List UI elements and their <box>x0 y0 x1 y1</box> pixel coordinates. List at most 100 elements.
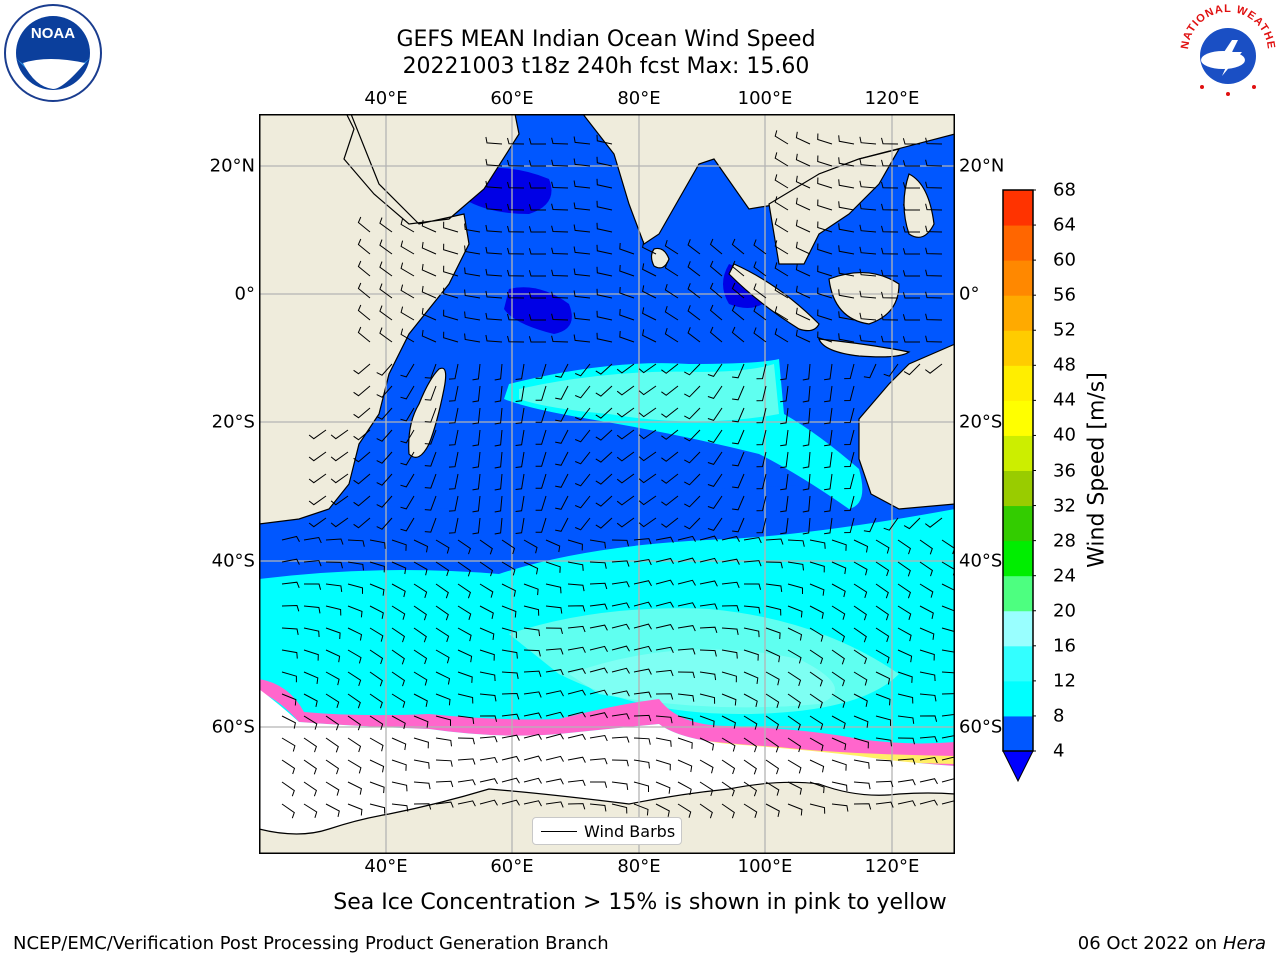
wind-barb <box>831 583 846 598</box>
wind-barb <box>595 451 613 463</box>
wind-barb <box>831 605 846 620</box>
wind-barb <box>376 495 393 508</box>
colorbar-tick-label: 12 <box>1053 670 1076 692</box>
wind-barb <box>535 451 547 467</box>
wind-barb <box>638 407 657 418</box>
colorbar-segment <box>1003 505 1033 542</box>
wind-barb <box>325 693 340 708</box>
wind-barb <box>684 363 701 376</box>
wind-barb <box>616 451 635 462</box>
wind-barb <box>575 385 591 399</box>
wind-barb <box>743 737 757 753</box>
wind-barb <box>435 759 453 767</box>
wind-barb <box>661 473 679 484</box>
wind-barb <box>824 385 833 403</box>
wind-barb <box>555 473 569 488</box>
wind-barb <box>369 539 386 549</box>
wind-barb <box>677 737 693 749</box>
wind-barb <box>919 671 936 682</box>
wind-speed-map <box>259 114 955 854</box>
wind-barb <box>357 326 371 343</box>
wind-barb <box>391 781 408 792</box>
chart-subtitle: 20221003 t18z 240h fcst Max: 15.60 <box>402 54 810 79</box>
wind-barb <box>838 201 855 211</box>
wind-barb <box>707 451 723 465</box>
wind-barb <box>507 159 525 167</box>
wind-barb <box>743 649 759 661</box>
wind-barb <box>875 605 889 621</box>
wind-barb <box>413 693 428 707</box>
map-grid <box>259 114 955 854</box>
wind-barb <box>515 451 525 468</box>
wind-barb <box>633 737 651 745</box>
wind-barb <box>774 174 789 189</box>
wind-barb <box>523 561 539 575</box>
wind-barb <box>551 313 569 321</box>
wind-barb <box>831 693 846 708</box>
wind-barb <box>515 495 525 512</box>
wind-barb <box>941 735 955 739</box>
wind-barb <box>528 226 546 233</box>
wind-barb <box>780 407 789 425</box>
trade-wind-core <box>519 364 779 422</box>
colorbar-label: Wind Speed [m/s] <box>1084 372 1110 568</box>
wind-barb <box>435 627 450 643</box>
wind-barb <box>787 693 801 709</box>
wind-barb <box>535 407 547 423</box>
wind-barb <box>523 605 540 616</box>
wind-barb <box>523 755 542 762</box>
wind-barb <box>424 473 437 489</box>
wind-barb <box>765 627 781 640</box>
wind-barb <box>501 539 516 555</box>
wind-barb <box>707 363 723 377</box>
wind-barb <box>464 223 481 233</box>
wind-barb <box>479 583 494 598</box>
wind-barb <box>824 495 833 513</box>
wind-barb <box>838 333 855 343</box>
wind-barb <box>809 583 825 596</box>
wind-barb <box>589 624 608 631</box>
wind-barb <box>633 759 650 769</box>
wind-barb <box>589 645 608 652</box>
wind-barb <box>732 473 745 489</box>
wind-barb <box>479 778 498 785</box>
wind-barb <box>501 734 520 741</box>
wind-barb <box>902 204 920 211</box>
wind-barb <box>853 605 867 621</box>
wind-barb <box>435 671 451 685</box>
wind-barb <box>443 243 459 255</box>
wind-barb <box>347 715 361 731</box>
wind-barb <box>413 737 429 749</box>
wind-barb <box>485 334 503 343</box>
wind-barb <box>435 605 449 621</box>
wind-barb <box>472 517 481 535</box>
wind-barb <box>523 539 538 554</box>
wind-barb <box>875 759 893 767</box>
wind-barb <box>897 649 913 663</box>
wind-barb <box>611 713 630 720</box>
wind-barb <box>802 407 811 425</box>
wind-barb <box>853 715 869 728</box>
wind-barb <box>281 781 295 797</box>
wind-barb <box>479 605 494 620</box>
wind-barb <box>661 429 679 440</box>
wind-barb <box>853 583 868 599</box>
colorbar-tick-label: 16 <box>1053 635 1076 657</box>
wind-barb <box>507 291 525 299</box>
wind-barb <box>838 157 855 167</box>
wind-barb <box>325 737 339 753</box>
wind-barb <box>795 197 811 211</box>
wind-barb <box>443 265 459 277</box>
wind-barb <box>925 203 943 211</box>
wind-barb <box>881 247 899 255</box>
wind-barb <box>721 649 738 659</box>
wind-barb <box>528 248 546 255</box>
wind-barb <box>545 711 564 718</box>
wind-barb <box>853 671 868 686</box>
wind-barb <box>457 737 475 745</box>
colorbar-segment <box>1003 575 1033 612</box>
wind-barb <box>687 283 701 299</box>
wind-barb <box>596 310 613 321</box>
wind-barb <box>655 737 672 747</box>
wind-barb <box>472 429 481 447</box>
